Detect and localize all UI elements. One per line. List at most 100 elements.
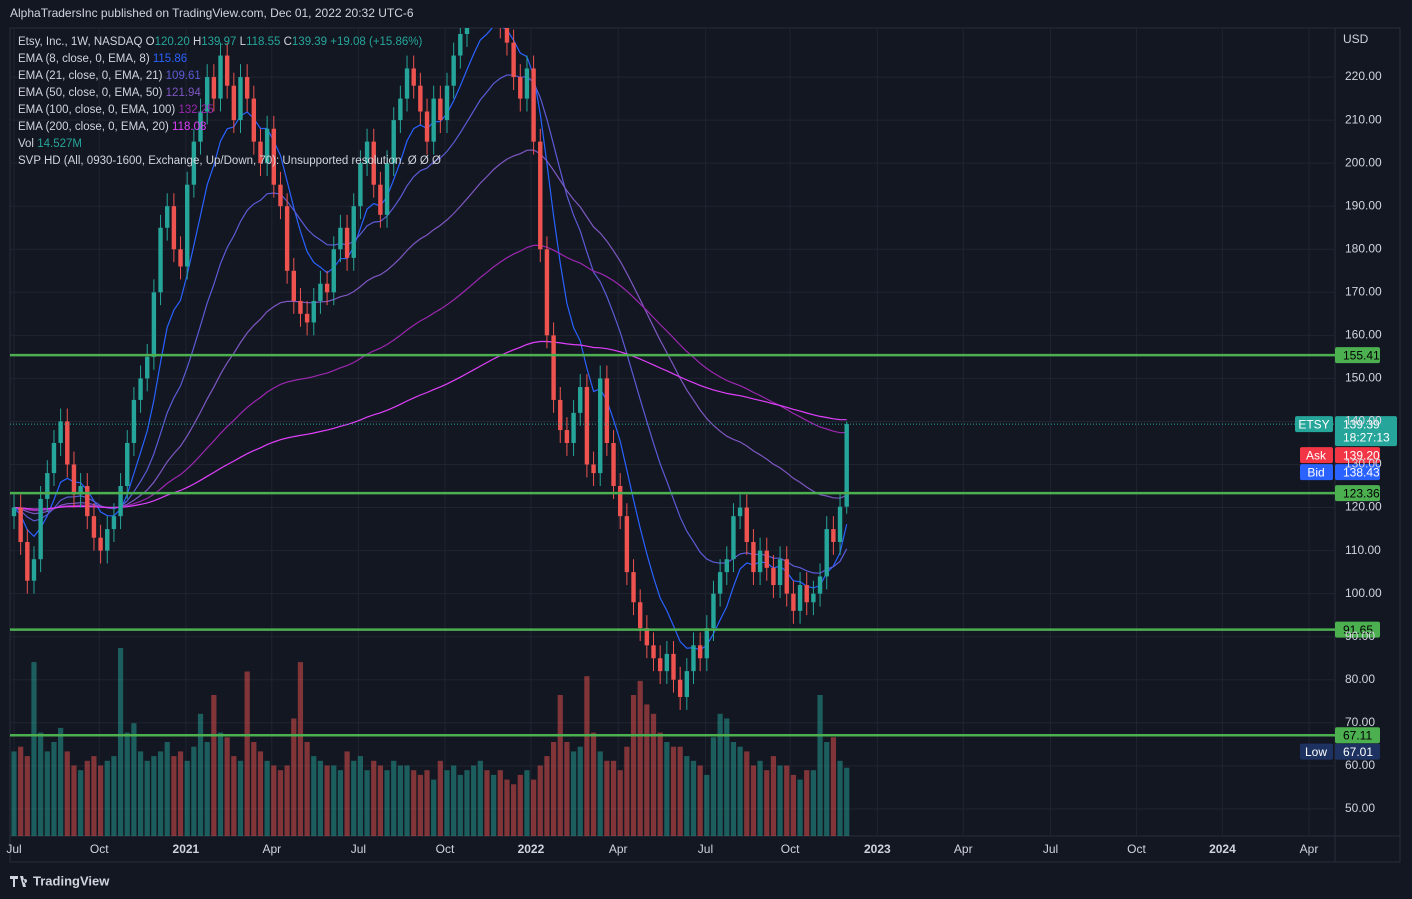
candle-body bbox=[458, 34, 463, 56]
volume-bar bbox=[790, 774, 797, 836]
candle-body bbox=[524, 68, 530, 99]
candle-body bbox=[591, 464, 596, 474]
candle-body bbox=[757, 550, 763, 573]
candle-body bbox=[78, 486, 83, 495]
candle-body bbox=[145, 356, 150, 379]
candle-body bbox=[311, 300, 316, 323]
level-label: 155.41 bbox=[1343, 348, 1380, 362]
candle-body bbox=[424, 111, 430, 142]
candle-body bbox=[344, 227, 350, 258]
volume-bar bbox=[151, 756, 157, 836]
volume-bar bbox=[690, 760, 697, 836]
volume-bar bbox=[564, 742, 570, 836]
volume-bar bbox=[477, 760, 483, 836]
bid-label: 138.43 bbox=[1343, 465, 1380, 479]
candle-body bbox=[844, 424, 849, 507]
volume-bar bbox=[324, 765, 330, 836]
candle-body bbox=[531, 68, 536, 142]
candle-body bbox=[684, 671, 690, 697]
volume-bar bbox=[444, 770, 450, 836]
indicator-legend: EMA (100, close, 0, EMA, 100) 132.25 bbox=[18, 104, 214, 116]
level-label: 123.36 bbox=[1343, 486, 1380, 500]
volume-bar bbox=[597, 751, 603, 836]
volume-bar bbox=[304, 742, 310, 836]
candle-body bbox=[138, 378, 143, 400]
candle-body bbox=[831, 529, 836, 542]
candle-body bbox=[558, 399, 563, 431]
y-tick-label: 200.00 bbox=[1345, 155, 1382, 169]
candle-body bbox=[764, 550, 769, 568]
candle-body bbox=[211, 77, 217, 99]
volume-bar bbox=[297, 662, 304, 836]
candle-body bbox=[564, 430, 570, 443]
candle-body bbox=[38, 498, 43, 560]
volume-bar bbox=[670, 746, 677, 836]
volume-bar bbox=[797, 779, 803, 836]
candle-body bbox=[298, 300, 303, 314]
x-tick-label: 2021 bbox=[173, 842, 200, 856]
candle-body bbox=[811, 593, 816, 603]
candle-body bbox=[431, 98, 436, 142]
indicator-label: EMA (200, close, 0, EMA, 20) bbox=[18, 121, 169, 133]
candle-body bbox=[45, 473, 50, 499]
volume-bar bbox=[750, 765, 757, 836]
candle-body bbox=[724, 559, 729, 573]
candle-body bbox=[551, 335, 556, 400]
volume-bar bbox=[491, 774, 497, 836]
volume-bar bbox=[124, 732, 130, 836]
symbol-label: ETSY bbox=[1298, 417, 1329, 431]
volume-bar bbox=[11, 751, 17, 836]
volume-bar bbox=[271, 765, 277, 836]
volume-bar bbox=[744, 751, 750, 836]
volume-bar bbox=[830, 737, 836, 836]
y-tick-label: 170.00 bbox=[1345, 284, 1382, 298]
volume-bar bbox=[217, 732, 224, 836]
volume-bar bbox=[31, 662, 37, 836]
volume-bar bbox=[617, 770, 623, 836]
x-tick-label: Jul bbox=[351, 842, 366, 856]
volume-bar bbox=[244, 671, 250, 836]
low-name: Low bbox=[1305, 745, 1327, 759]
indicator-value: 109.61 bbox=[166, 70, 201, 82]
candle-body bbox=[511, 42, 516, 78]
legend-symbol-line: Etsy, Inc., 1W, NASDAQ O120.20 H139.97 L… bbox=[18, 36, 423, 48]
volume-bar bbox=[224, 737, 230, 836]
candle-body bbox=[584, 387, 590, 465]
volume-bar bbox=[684, 756, 690, 836]
candle-body bbox=[65, 421, 70, 465]
candle-body bbox=[751, 541, 756, 573]
volume-bar bbox=[384, 770, 390, 836]
volume-bar bbox=[484, 770, 490, 836]
volume-bar bbox=[511, 784, 517, 836]
volume-bar bbox=[764, 770, 770, 836]
low-tag bbox=[1335, 743, 1380, 760]
indicator-label: EMA (50, close, 0, EMA, 50) bbox=[18, 87, 163, 99]
ask-tag bbox=[1335, 447, 1380, 464]
last-price-tag bbox=[1335, 416, 1397, 447]
volume-bar bbox=[371, 760, 377, 836]
candle-body bbox=[171, 206, 177, 250]
x-tick-label: Jul bbox=[1043, 842, 1058, 856]
candle-body bbox=[657, 658, 663, 672]
candle-body bbox=[691, 645, 696, 672]
candle-body bbox=[604, 378, 610, 443]
volume-bar bbox=[18, 746, 24, 836]
candle-body bbox=[664, 653, 670, 672]
candle-body bbox=[91, 516, 97, 538]
candle-body bbox=[371, 141, 376, 185]
candle-body bbox=[671, 653, 676, 680]
volume-bar bbox=[610, 760, 617, 836]
y-tick-label: 90.00 bbox=[1345, 629, 1375, 643]
candle-body bbox=[258, 141, 263, 164]
volume-bar bbox=[111, 756, 117, 836]
x-tick-label: Apr bbox=[954, 842, 973, 856]
candle-body bbox=[125, 442, 130, 487]
volume-bar bbox=[197, 713, 204, 836]
candle-body bbox=[717, 572, 723, 594]
candle-body bbox=[264, 128, 270, 164]
volume-bar bbox=[524, 770, 530, 836]
volume-bar bbox=[71, 765, 77, 836]
